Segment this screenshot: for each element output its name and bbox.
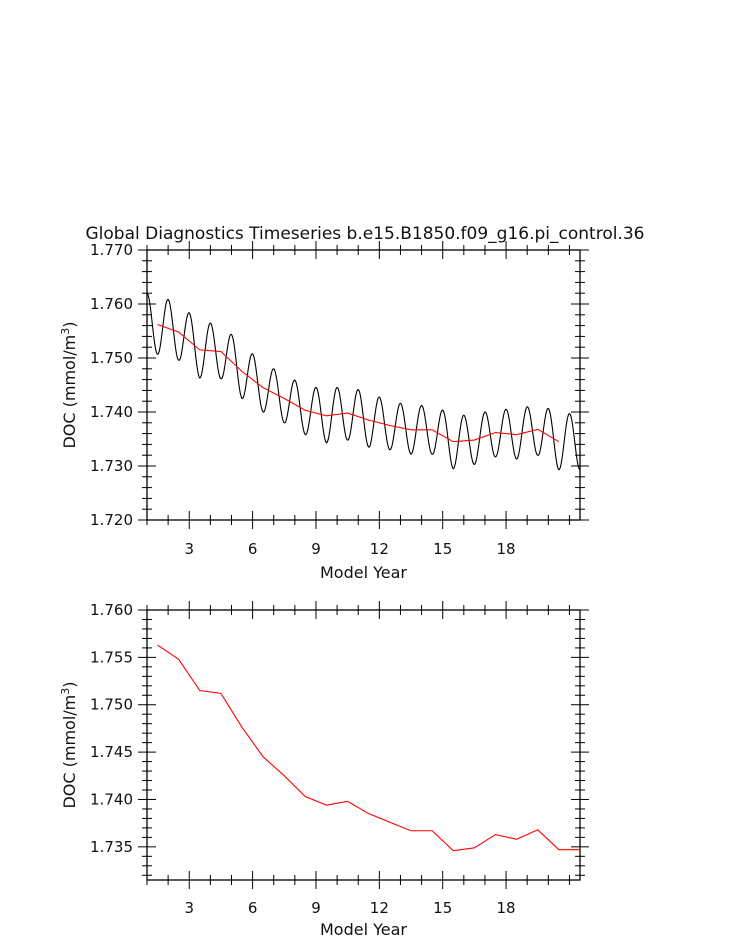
y-axis-label-end: ) (60, 681, 79, 687)
x-tick-label: 9 (311, 899, 321, 917)
x-tick-label: 15 (433, 540, 452, 558)
y-tick-label: 1.720 (90, 511, 133, 529)
x-tick-label: 18 (497, 899, 516, 917)
x-tick-label: 3 (184, 899, 194, 917)
y-tick-label: 1.755 (90, 648, 133, 666)
y-axis-label-sup: 3 (59, 688, 72, 695)
panel-top: 3 6 9 12 15 18 1.720 1.730 1.740 1.750 1.760 1.770 M… (59, 241, 589, 582)
panel-bottom: 3 6 9 12 15 18 1.735 1.740 1.745 1.750 1.755 1.760 M… (59, 601, 589, 939)
y-tick-label: 1.760 (90, 295, 133, 313)
y-tick-label: 1.770 (90, 241, 133, 259)
plot-lines (157, 644, 580, 852)
x-tick-label: 15 (433, 899, 452, 917)
series-line-annual-mean (157, 644, 580, 852)
y-tick-label: 1.740 (90, 790, 133, 808)
plot-frame (146, 249, 581, 521)
y-tick-label: 1.730 (90, 457, 133, 475)
y-tick-label: 1.735 (90, 838, 133, 856)
y-axis-label-end: ) (60, 321, 79, 327)
plot-frame (146, 609, 581, 881)
x-tick-label: 6 (248, 899, 258, 917)
x-axis-label: Model Year (320, 563, 407, 582)
y-tick-label: 1.740 (90, 403, 133, 421)
y-axis-label: DOC (mmol/m3) (59, 681, 80, 808)
x-tick-label: 3 (184, 540, 194, 558)
y-tick-label: 1.750 (90, 696, 133, 714)
series-line-monthly (147, 292, 580, 471)
x-tick-label: 12 (370, 540, 389, 558)
x-tick-label: 12 (370, 899, 389, 917)
y-tick-label: 1.745 (90, 743, 133, 761)
figure-title: Global Diagnostics Timeseries b.e15.B185… (86, 224, 645, 244)
y-axis-label-sup: 3 (59, 328, 72, 335)
y-axis-label: DOC (mmol/m3) (59, 321, 80, 448)
y-axis-label-main: DOC (mmol/m (60, 335, 79, 449)
plot-lines (147, 292, 580, 471)
x-tick-label: 6 (248, 540, 258, 558)
series-line-annual-mean (157, 324, 560, 443)
x-axis-label: Model Year (320, 920, 407, 939)
y-tick-label: 1.760 (90, 601, 133, 619)
x-tick-label: 18 (497, 540, 516, 558)
y-axis-label-main: DOC (mmol/m (60, 695, 79, 809)
y-tick-label: 1.750 (90, 349, 133, 367)
x-tick-label: 9 (311, 540, 321, 558)
